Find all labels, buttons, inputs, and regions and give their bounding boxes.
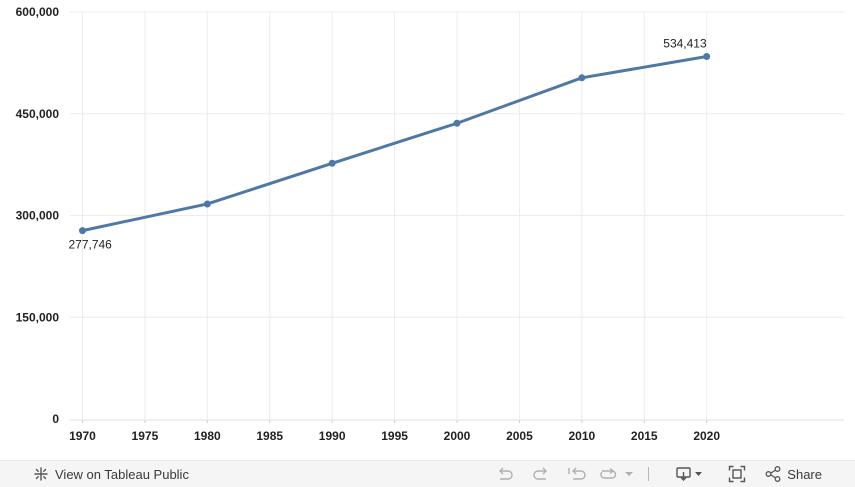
y-tick-label: 600,000 (16, 5, 60, 19)
data-point[interactable] (78, 227, 86, 235)
view-on-tableau-label: View on Tableau Public (55, 466, 189, 482)
x-tick-label: 2000 (444, 429, 471, 443)
x-tick-label: 2020 (693, 429, 720, 443)
fullscreen-button[interactable] (725, 465, 749, 483)
tableau-logo-icon (34, 467, 48, 481)
refresh-button[interactable] (596, 466, 622, 482)
undo-icon (499, 467, 513, 480)
x-tick-label: 1985 (256, 429, 283, 443)
share-button[interactable]: Share (765, 466, 822, 482)
download-button[interactable] (673, 466, 707, 482)
data-point[interactable] (203, 200, 211, 208)
y-tick-label: 0 (52, 412, 59, 426)
pause-dropdown-icon (625, 472, 634, 476)
data-point[interactable] (328, 159, 336, 167)
data-point[interactable] (453, 119, 461, 127)
download-icon (676, 467, 703, 481)
toolbar: View on Tableau Public (0, 460, 855, 487)
series-line[interactable] (80, 54, 709, 233)
share-icon (765, 466, 781, 482)
y-tick-label: 300,000 (16, 209, 60, 223)
data-label: 534,413 (663, 36, 707, 50)
fullscreen-icon (729, 465, 746, 483)
x-tick-label: 2010 (568, 429, 595, 443)
share-label: Share (787, 466, 822, 482)
revert-icon (568, 467, 586, 480)
undo-button[interactable] (492, 466, 518, 482)
data-points (78, 52, 711, 235)
x-tick-label: 1975 (132, 429, 159, 443)
x-tick-label: 1995 (381, 429, 408, 443)
y-tick-label: 150,000 (16, 310, 60, 324)
y-tick-label: 450,000 (16, 107, 60, 121)
x-tick-label: 2005 (506, 429, 533, 443)
x-tick-label: 1980 (194, 429, 221, 443)
pause-dropdown[interactable] (622, 470, 636, 478)
y-axis: 0 150,000 300,000 450,000 600,000 (16, 5, 60, 426)
data-label: 277,746 (68, 238, 112, 252)
refresh-icon (600, 467, 617, 479)
revert-button[interactable] (564, 466, 590, 482)
data-labels: 277,746 534,413 (68, 36, 707, 251)
redo-icon (533, 467, 548, 480)
x-axis: 1970 1975 1980 1985 1990 1995 2000 2005 2010 2015… (69, 419, 844, 443)
toolbar-divider (648, 467, 650, 481)
redo-button[interactable] (528, 466, 554, 482)
x-tick-label: 1990 (319, 429, 346, 443)
horizontal-gridlines (70, 11, 844, 318)
data-point[interactable] (578, 74, 586, 82)
x-tick-label: 2015 (631, 429, 658, 443)
x-tick-label: 1970 (69, 429, 96, 443)
view-on-tableau-link[interactable]: View on Tableau Public (33, 466, 189, 482)
data-point[interactable] (703, 52, 711, 60)
